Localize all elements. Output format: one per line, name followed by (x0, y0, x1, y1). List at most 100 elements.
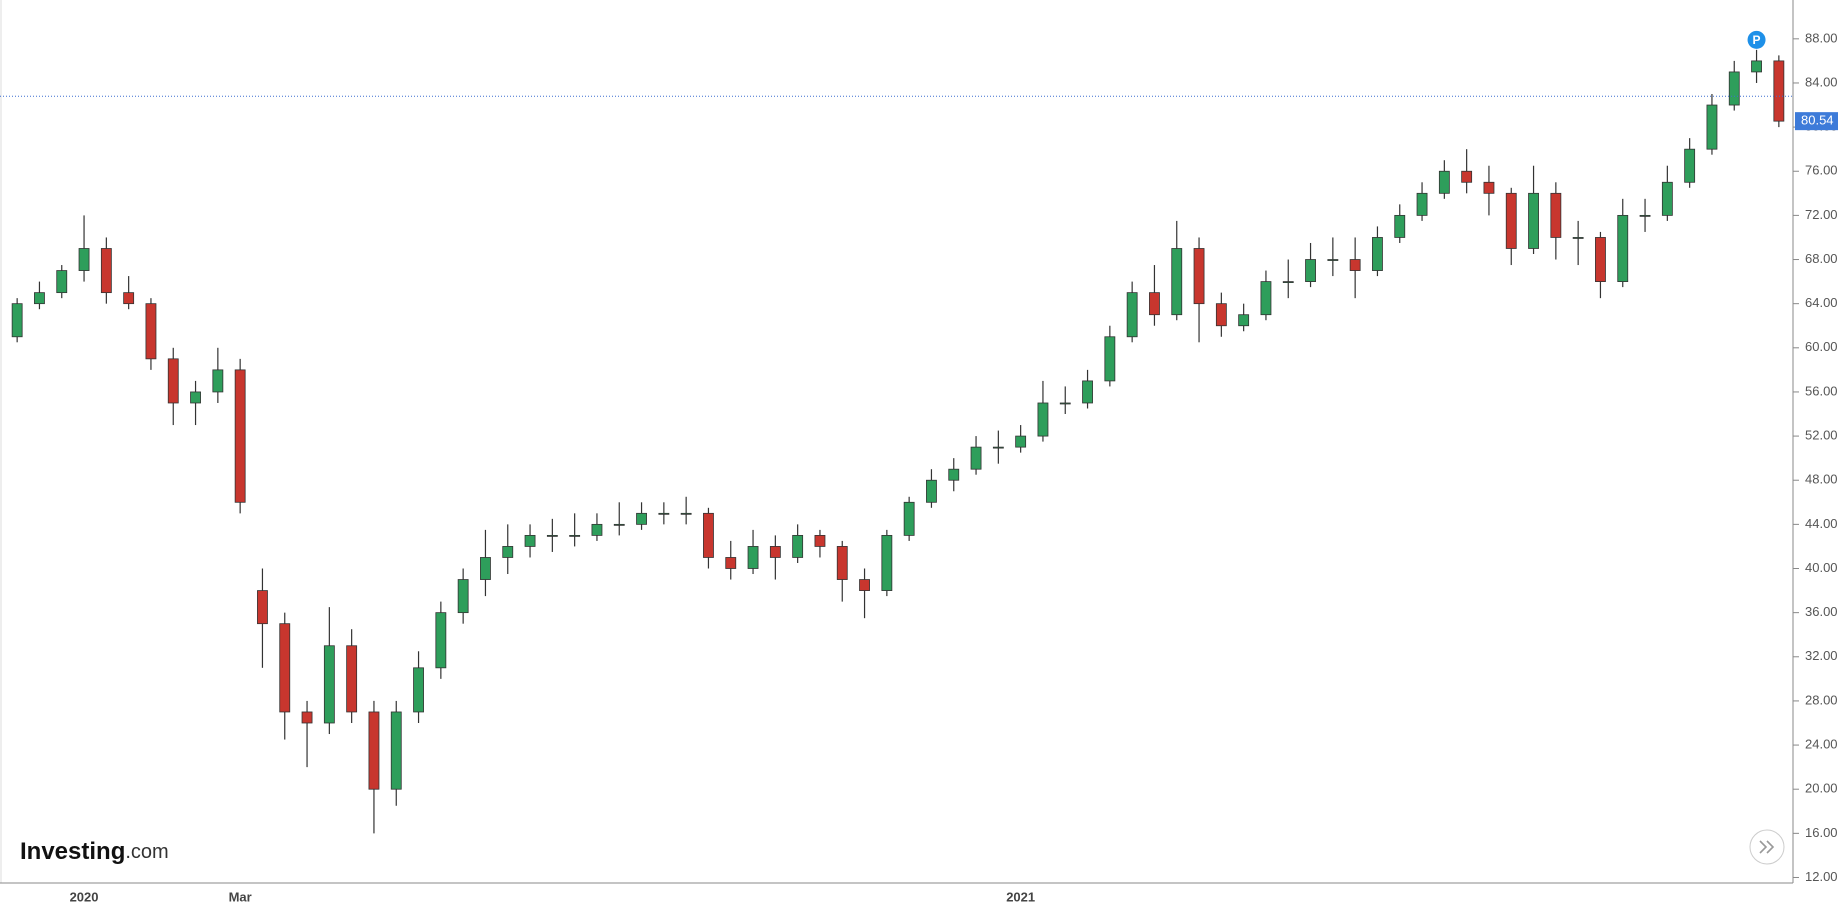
candle-body (457, 579, 469, 614)
watermark-brand: Investing (20, 838, 125, 865)
y-tick-label: 24.00 (1805, 737, 1838, 752)
candle-body (100, 248, 112, 294)
candle-body (546, 534, 558, 537)
y-tick-label: 48.00 (1805, 472, 1838, 487)
candle-body (1149, 292, 1160, 316)
candle-body (1550, 192, 1562, 238)
candle-body (123, 292, 135, 305)
y-tick-label: 84.00 (1805, 74, 1838, 89)
candle-body (1193, 248, 1205, 305)
candle-body (1572, 237, 1584, 239)
candle-body (1751, 60, 1762, 73)
y-tick-label: 68.00 (1805, 251, 1838, 266)
y-tick-label: 64.00 (1805, 295, 1838, 310)
y-tick-label: 60.00 (1805, 339, 1838, 354)
y-tick-label: 20.00 (1805, 781, 1838, 796)
candle-body (167, 358, 179, 404)
candle-body (591, 523, 603, 536)
y-tick-label: 36.00 (1805, 604, 1838, 619)
candle-body (859, 579, 870, 591)
y-tick-label: 32.00 (1805, 648, 1838, 663)
candle-body (1483, 181, 1495, 194)
candle-body (1372, 237, 1383, 271)
candle-body (992, 446, 1004, 449)
candle-body (725, 557, 737, 569)
last-price-label: 80.54 (1801, 113, 1834, 128)
candle-body (703, 512, 714, 558)
watermark-suffix: .com (125, 841, 168, 863)
y-tick-label: 72.00 (1805, 207, 1838, 222)
candle-body (1260, 281, 1272, 316)
candle-body (435, 612, 447, 669)
candle-body (502, 546, 514, 558)
y-tick-label: 56.00 (1805, 383, 1838, 398)
candle-body (480, 557, 491, 580)
candle-body (1639, 214, 1651, 217)
candle-body (34, 292, 45, 305)
candle-body (881, 534, 893, 591)
y-tick-label: 44.00 (1805, 516, 1838, 531)
candle-body (212, 369, 224, 393)
candle-body (1706, 104, 1718, 150)
x-tick-label: 2020 (70, 889, 99, 904)
y-tick-label: 12.00 (1805, 869, 1838, 884)
candle-body (814, 534, 826, 547)
last-price-badge (1795, 112, 1838, 131)
candle-body (970, 446, 982, 470)
candle-body (1305, 259, 1316, 282)
candle-body (1595, 237, 1606, 282)
candle-body (769, 546, 781, 558)
candle-body (346, 645, 358, 713)
candle-body (234, 369, 246, 503)
candle-body (1282, 281, 1294, 283)
candle-body (390, 711, 402, 790)
plot-area (11, 49, 1785, 834)
candle-body (257, 590, 268, 625)
candle-body (301, 711, 313, 724)
candle-body (1528, 192, 1539, 249)
y-tick-label: 52.00 (1805, 428, 1838, 443)
candle-body (1215, 303, 1227, 327)
candle-body (368, 711, 380, 790)
candle-body (1438, 170, 1450, 194)
candle-body (1728, 71, 1740, 106)
watermark: Investing.com (20, 838, 169, 865)
candle-body (279, 623, 291, 713)
candle-body (1171, 248, 1183, 316)
candle-body (1082, 380, 1093, 404)
candle-body (524, 534, 536, 547)
candle-body (747, 546, 759, 569)
event-marker (1747, 30, 1766, 49)
candle-body (926, 479, 937, 503)
candle-body (1617, 214, 1629, 282)
candle-body (1037, 402, 1049, 437)
x-tick-label: 2021 (1006, 889, 1035, 904)
scroll-button[interactable] (1749, 829, 1785, 865)
candle-body (145, 303, 157, 360)
y-tick-label: 88.00 (1805, 30, 1838, 45)
candle-body (1126, 292, 1138, 338)
y-tick-label: 16.00 (1805, 825, 1838, 840)
candle-body (1015, 435, 1027, 448)
candle-body (1684, 148, 1696, 183)
candle-body (1104, 336, 1116, 382)
candle-body (1661, 181, 1673, 216)
candle-body (1059, 402, 1071, 405)
event-marker-label: P (1753, 33, 1761, 47)
candle-body (1394, 214, 1406, 238)
candle-body (190, 391, 201, 404)
candle-body (903, 501, 915, 536)
candle-body (636, 512, 647, 525)
y-tick-label: 40.00 (1805, 560, 1838, 575)
candle-body (792, 534, 804, 558)
candle-body (413, 667, 424, 713)
candle-body (836, 546, 848, 580)
candle-body (1416, 192, 1428, 216)
candle-body (1461, 170, 1473, 183)
scroll-button-icon[interactable] (1759, 840, 1775, 854)
y-tick-label: 76.00 (1805, 163, 1838, 178)
candle-body (1773, 60, 1785, 122)
